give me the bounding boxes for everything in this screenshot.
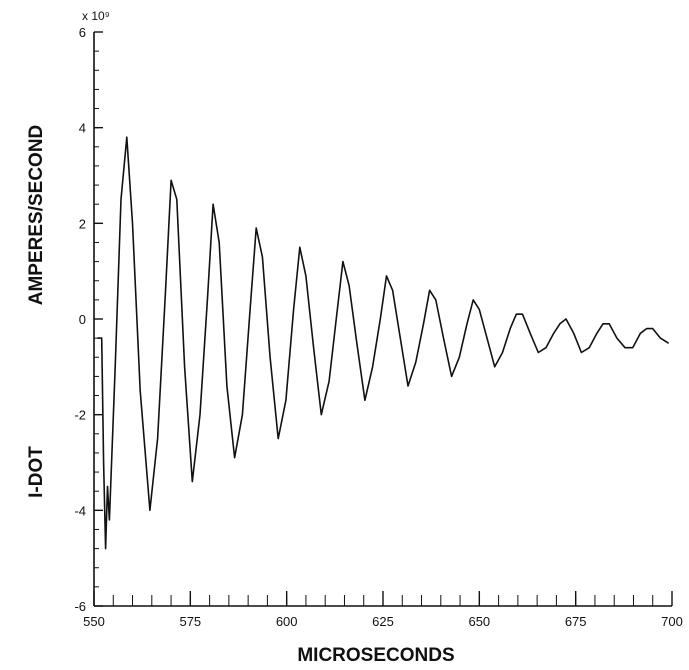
y-tick-label: 2 xyxy=(79,216,86,231)
y-tick-label: 0 xyxy=(79,312,86,327)
x-tick-label: 650 xyxy=(468,614,490,629)
y-tick-label: -2 xyxy=(74,408,86,423)
x-tick-label: 675 xyxy=(565,614,587,629)
y-multiplier-label: x 10⁹ xyxy=(82,9,110,23)
x-ticks: 550 575 600 625 650 675 700 xyxy=(83,591,683,629)
x-tick-label: 575 xyxy=(179,614,201,629)
x-tick-label: 600 xyxy=(276,614,298,629)
y-tick-label: -6 xyxy=(74,599,86,614)
x-tick-label: 625 xyxy=(372,614,394,629)
series-line xyxy=(97,136,669,550)
y-axis-title-quantity: I-DOT xyxy=(26,446,47,498)
y-tick-label: 6 xyxy=(79,25,86,40)
y-tick-label: 4 xyxy=(79,121,86,136)
x-tick-label: 700 xyxy=(661,614,683,629)
x-tick-label: 550 xyxy=(83,614,105,629)
y-axis-title-unit: AMPERES/SECOND xyxy=(26,125,47,306)
plot-area: -6 -4 -2 0 2 4 6 550 575 600 625 650 675 700 xyxy=(74,25,682,629)
x-axis-title: MICROSECONDS xyxy=(297,645,454,666)
y-tick-label: -4 xyxy=(74,503,86,518)
y-ticks: -6 -4 -2 0 2 4 6 xyxy=(74,25,103,614)
